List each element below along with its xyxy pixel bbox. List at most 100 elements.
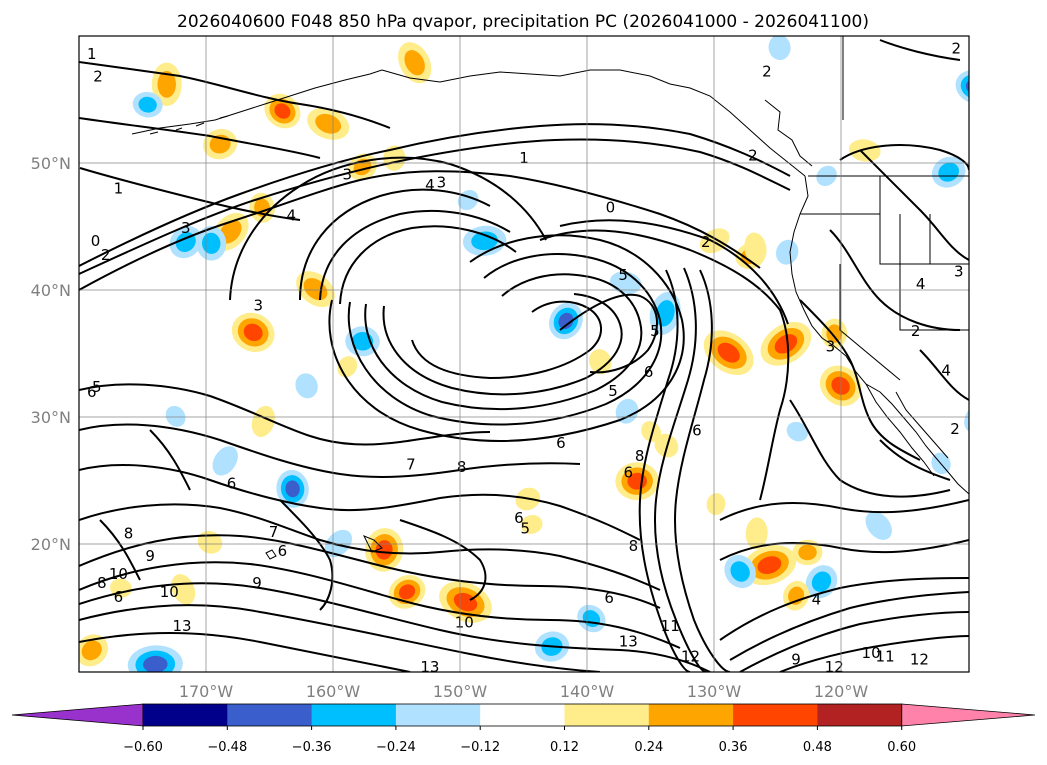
qvapor-contour [79, 61, 391, 129]
qvapor-contour [799, 299, 921, 461]
precip-blob [264, 93, 301, 129]
precip-level [375, 540, 393, 560]
qvapor-contour [79, 604, 601, 672]
qvapor-contour-inner [559, 293, 659, 374]
qvapor-contour-cyclone [319, 209, 511, 301]
colorbar-tick-label: 0.24 [634, 740, 663, 755]
qvapor-contour [859, 149, 969, 261]
contour-label: 5 [608, 382, 618, 400]
precip-blob [365, 528, 404, 572]
contour-label: 8 [629, 537, 639, 555]
contour-label: 7 [269, 523, 279, 541]
precip-level [1003, 153, 1027, 183]
contour-label: 9 [252, 574, 262, 592]
qvapor-contour [79, 117, 321, 159]
contour-label: 10 [109, 565, 128, 583]
contour-label: 2 [950, 420, 960, 438]
qvapor-contour-cyclone [229, 156, 547, 301]
qvapor-contour [638, 269, 691, 672]
qvapor-contour [919, 349, 969, 401]
contour-label: 10 [862, 644, 881, 662]
qvapor-contour [149, 429, 191, 491]
contour-label: 4 [287, 206, 297, 224]
contour-label: 6 [556, 434, 566, 452]
precip-level [774, 334, 798, 354]
contour-label: 11 [876, 648, 895, 666]
map-frame [78, 35, 970, 673]
precip-level [520, 514, 543, 534]
precip-level [171, 574, 196, 605]
precip-blob [760, 321, 812, 366]
precip-blob [865, 511, 892, 540]
gridlines [79, 36, 969, 672]
colorbar-segment [143, 704, 228, 726]
precip-level [938, 162, 959, 182]
x-axis-tick-labels: 170°W 160°W 150°W 140°W 130°W 120°W [179, 682, 869, 701]
precip-blob [295, 373, 318, 399]
precip-level [786, 421, 809, 442]
colorbar-tick-label: −0.60 [123, 740, 163, 755]
colorbar-extend-max [901, 703, 1036, 727]
colorbar-tick-label: −0.24 [376, 740, 416, 755]
precip-level [775, 239, 799, 265]
contour-label: 2 [701, 233, 711, 251]
y-tick-label: 50°N [31, 154, 71, 173]
precip-blob [744, 232, 767, 265]
qvapor-contour [79, 123, 791, 267]
qvapor-contour [79, 170, 761, 291]
chart-title: 2026040600 F048 850 hPa qvapor, precipit… [177, 12, 869, 32]
precip-blob [276, 469, 309, 508]
colorbar: −0.60 −0.48 −0.36 −0.24 −0.12 0.12 0.24 0.36 0.4… [11, 703, 1036, 755]
precip-blob [706, 493, 726, 516]
contour-label: 3 [253, 297, 263, 315]
x-tick-label: 120°W [814, 682, 869, 701]
qvapor-contour-cyclone [339, 225, 517, 305]
colorbar-segment [564, 704, 650, 726]
precip-level [768, 36, 791, 61]
colorbar-outline [142, 703, 903, 727]
precip-blob [212, 446, 238, 476]
colorbar-extend-min [11, 703, 144, 727]
contour-label: 12 [681, 648, 700, 666]
precip-blob [520, 514, 543, 534]
precip-level [717, 342, 740, 363]
precip-level [157, 70, 176, 98]
qvapor-contour-spiral [364, 273, 643, 411]
qvapor-contour [719, 499, 969, 521]
precip-blob [768, 36, 791, 61]
qvapor-contour [79, 503, 661, 591]
precip-blob [983, 479, 1013, 506]
x-tick-label: 160°W [306, 682, 361, 701]
qvapor-contour [789, 399, 951, 498]
precip-blob [197, 530, 223, 554]
qvapor-contour [79, 561, 681, 649]
qvapor-contour [79, 138, 791, 275]
precip-level [960, 74, 969, 99]
contour-label: 4 [425, 176, 435, 194]
precip-blob [996, 144, 1034, 193]
precip-level [212, 446, 238, 476]
qvapor-contour [79, 464, 641, 541]
contour-label: 6 [514, 509, 524, 527]
colorbar-segment [648, 704, 734, 726]
qvapor-contour-spiral [347, 253, 663, 426]
contour-label: 3 [181, 219, 191, 237]
precip-level [165, 405, 186, 427]
precip-level [201, 232, 221, 254]
precip-blob [745, 517, 768, 550]
precip-level [848, 139, 881, 162]
precip-blob [231, 312, 275, 352]
colorbar-segment [395, 704, 481, 726]
colorbar-tick-label: 0.48 [803, 740, 832, 755]
contour-label: 13 [420, 658, 439, 676]
contour-label: 5 [650, 322, 660, 340]
y-axis-tick-labels: 50°N 40°N 30°N 20°N [31, 154, 71, 554]
contour-label: 2 [952, 40, 962, 58]
qvapor-contour [779, 635, 969, 672]
contour-label: 2 [762, 63, 772, 81]
precip-blob [641, 421, 662, 442]
qvapor-contour [79, 383, 491, 446]
qvapor-contours [79, 39, 969, 672]
precip-blob [549, 302, 583, 340]
contour-label: 1 [114, 180, 124, 198]
